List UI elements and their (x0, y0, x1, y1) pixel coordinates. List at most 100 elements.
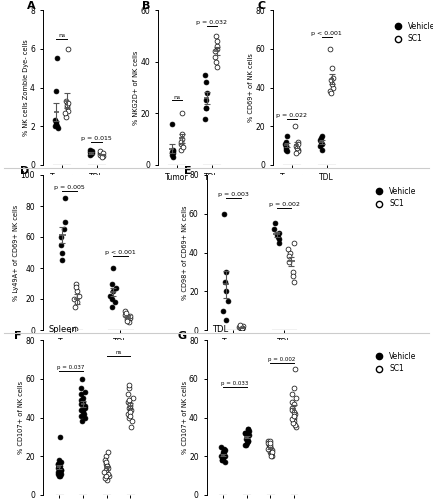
Point (61, 194, 68, 202)
Y-axis label: % NK cells Zombie Dye- cells: % NK cells Zombie Dye- cells (23, 39, 29, 136)
Point (329, 84, 336, 92)
Point (218, 452, 225, 460)
Point (285, 258, 292, 266)
Text: A: A (27, 0, 36, 10)
Point (112, 298, 119, 306)
Point (126, 318, 132, 326)
Point (245, 425, 252, 433)
Point (125, 398, 132, 406)
Point (180, 143, 187, 151)
Text: p = 0.022: p = 0.022 (276, 112, 307, 117)
Point (282, 140, 289, 147)
Point (58, 458, 65, 466)
Point (242, 429, 249, 437)
Point (75, 292, 82, 300)
Point (292, 365, 299, 373)
Point (223, 316, 229, 324)
Point (245, 427, 252, 435)
Point (220, 210, 227, 218)
Point (122, 309, 129, 317)
Point (290, 272, 297, 280)
Point (87, 150, 94, 158)
Point (169, 150, 176, 158)
Point (87, 152, 94, 160)
Point (220, 454, 226, 462)
Text: p < 0.001: p < 0.001 (311, 32, 342, 36)
Point (126, 408, 133, 416)
Point (178, 130, 185, 138)
Point (123, 315, 130, 323)
Point (285, 252, 292, 260)
Point (220, 448, 227, 456)
Point (129, 418, 136, 426)
Point (170, 150, 177, 158)
Point (78, 406, 84, 414)
Point (125, 380, 132, 388)
Point (245, 437, 252, 445)
Point (220, 454, 226, 462)
Y-axis label: % NKG2D+ of NK cells: % NKG2D+ of NK cells (133, 50, 139, 124)
Point (87, 148, 94, 156)
Point (212, 58, 219, 66)
Point (266, 444, 273, 452)
Point (289, 404, 296, 412)
Point (100, 152, 107, 160)
Point (222, 278, 229, 285)
Text: C: C (257, 0, 265, 10)
Point (268, 452, 275, 460)
Point (291, 400, 297, 408)
Point (54, 464, 61, 472)
Text: p = 0.033: p = 0.033 (221, 380, 249, 386)
Point (268, 446, 275, 454)
Point (58, 466, 65, 474)
Point (293, 394, 300, 402)
Point (267, 437, 274, 445)
Point (57, 468, 64, 476)
Text: D: D (20, 166, 29, 175)
Y-axis label: % CD107+ of NK cells: % CD107+ of NK cells (18, 381, 24, 454)
Point (265, 444, 272, 452)
Point (274, 231, 281, 239)
Point (328, 90, 335, 98)
Point (267, 440, 274, 448)
Point (239, 325, 246, 333)
Point (103, 458, 110, 466)
Point (104, 476, 111, 484)
Point (97, 148, 103, 156)
Point (292, 142, 299, 150)
Point (71, 295, 78, 303)
Point (86, 146, 93, 154)
Point (282, 142, 289, 150)
Point (283, 132, 290, 140)
Text: p < 0.001: p < 0.001 (105, 250, 136, 255)
Point (272, 220, 279, 228)
Point (317, 142, 323, 150)
Text: G: G (178, 330, 187, 340)
Point (168, 120, 175, 128)
Text: B: B (142, 0, 151, 10)
Point (79, 394, 86, 402)
Point (78, 400, 85, 408)
Point (292, 150, 299, 158)
Point (220, 450, 227, 458)
Point (80, 408, 87, 416)
Point (289, 420, 296, 428)
Point (242, 429, 249, 437)
Point (170, 146, 177, 154)
Point (317, 138, 324, 146)
Text: p = 0.005: p = 0.005 (54, 184, 85, 190)
Point (222, 458, 229, 466)
Point (58, 466, 65, 474)
Point (319, 132, 326, 140)
Point (267, 448, 274, 456)
Point (126, 396, 132, 404)
Point (103, 462, 110, 470)
Point (78, 412, 84, 420)
Point (243, 433, 250, 441)
Point (126, 402, 133, 410)
Point (223, 287, 229, 295)
Point (61, 108, 68, 116)
Point (101, 468, 108, 476)
Text: p = 0.015: p = 0.015 (81, 136, 112, 141)
Point (81, 402, 88, 410)
